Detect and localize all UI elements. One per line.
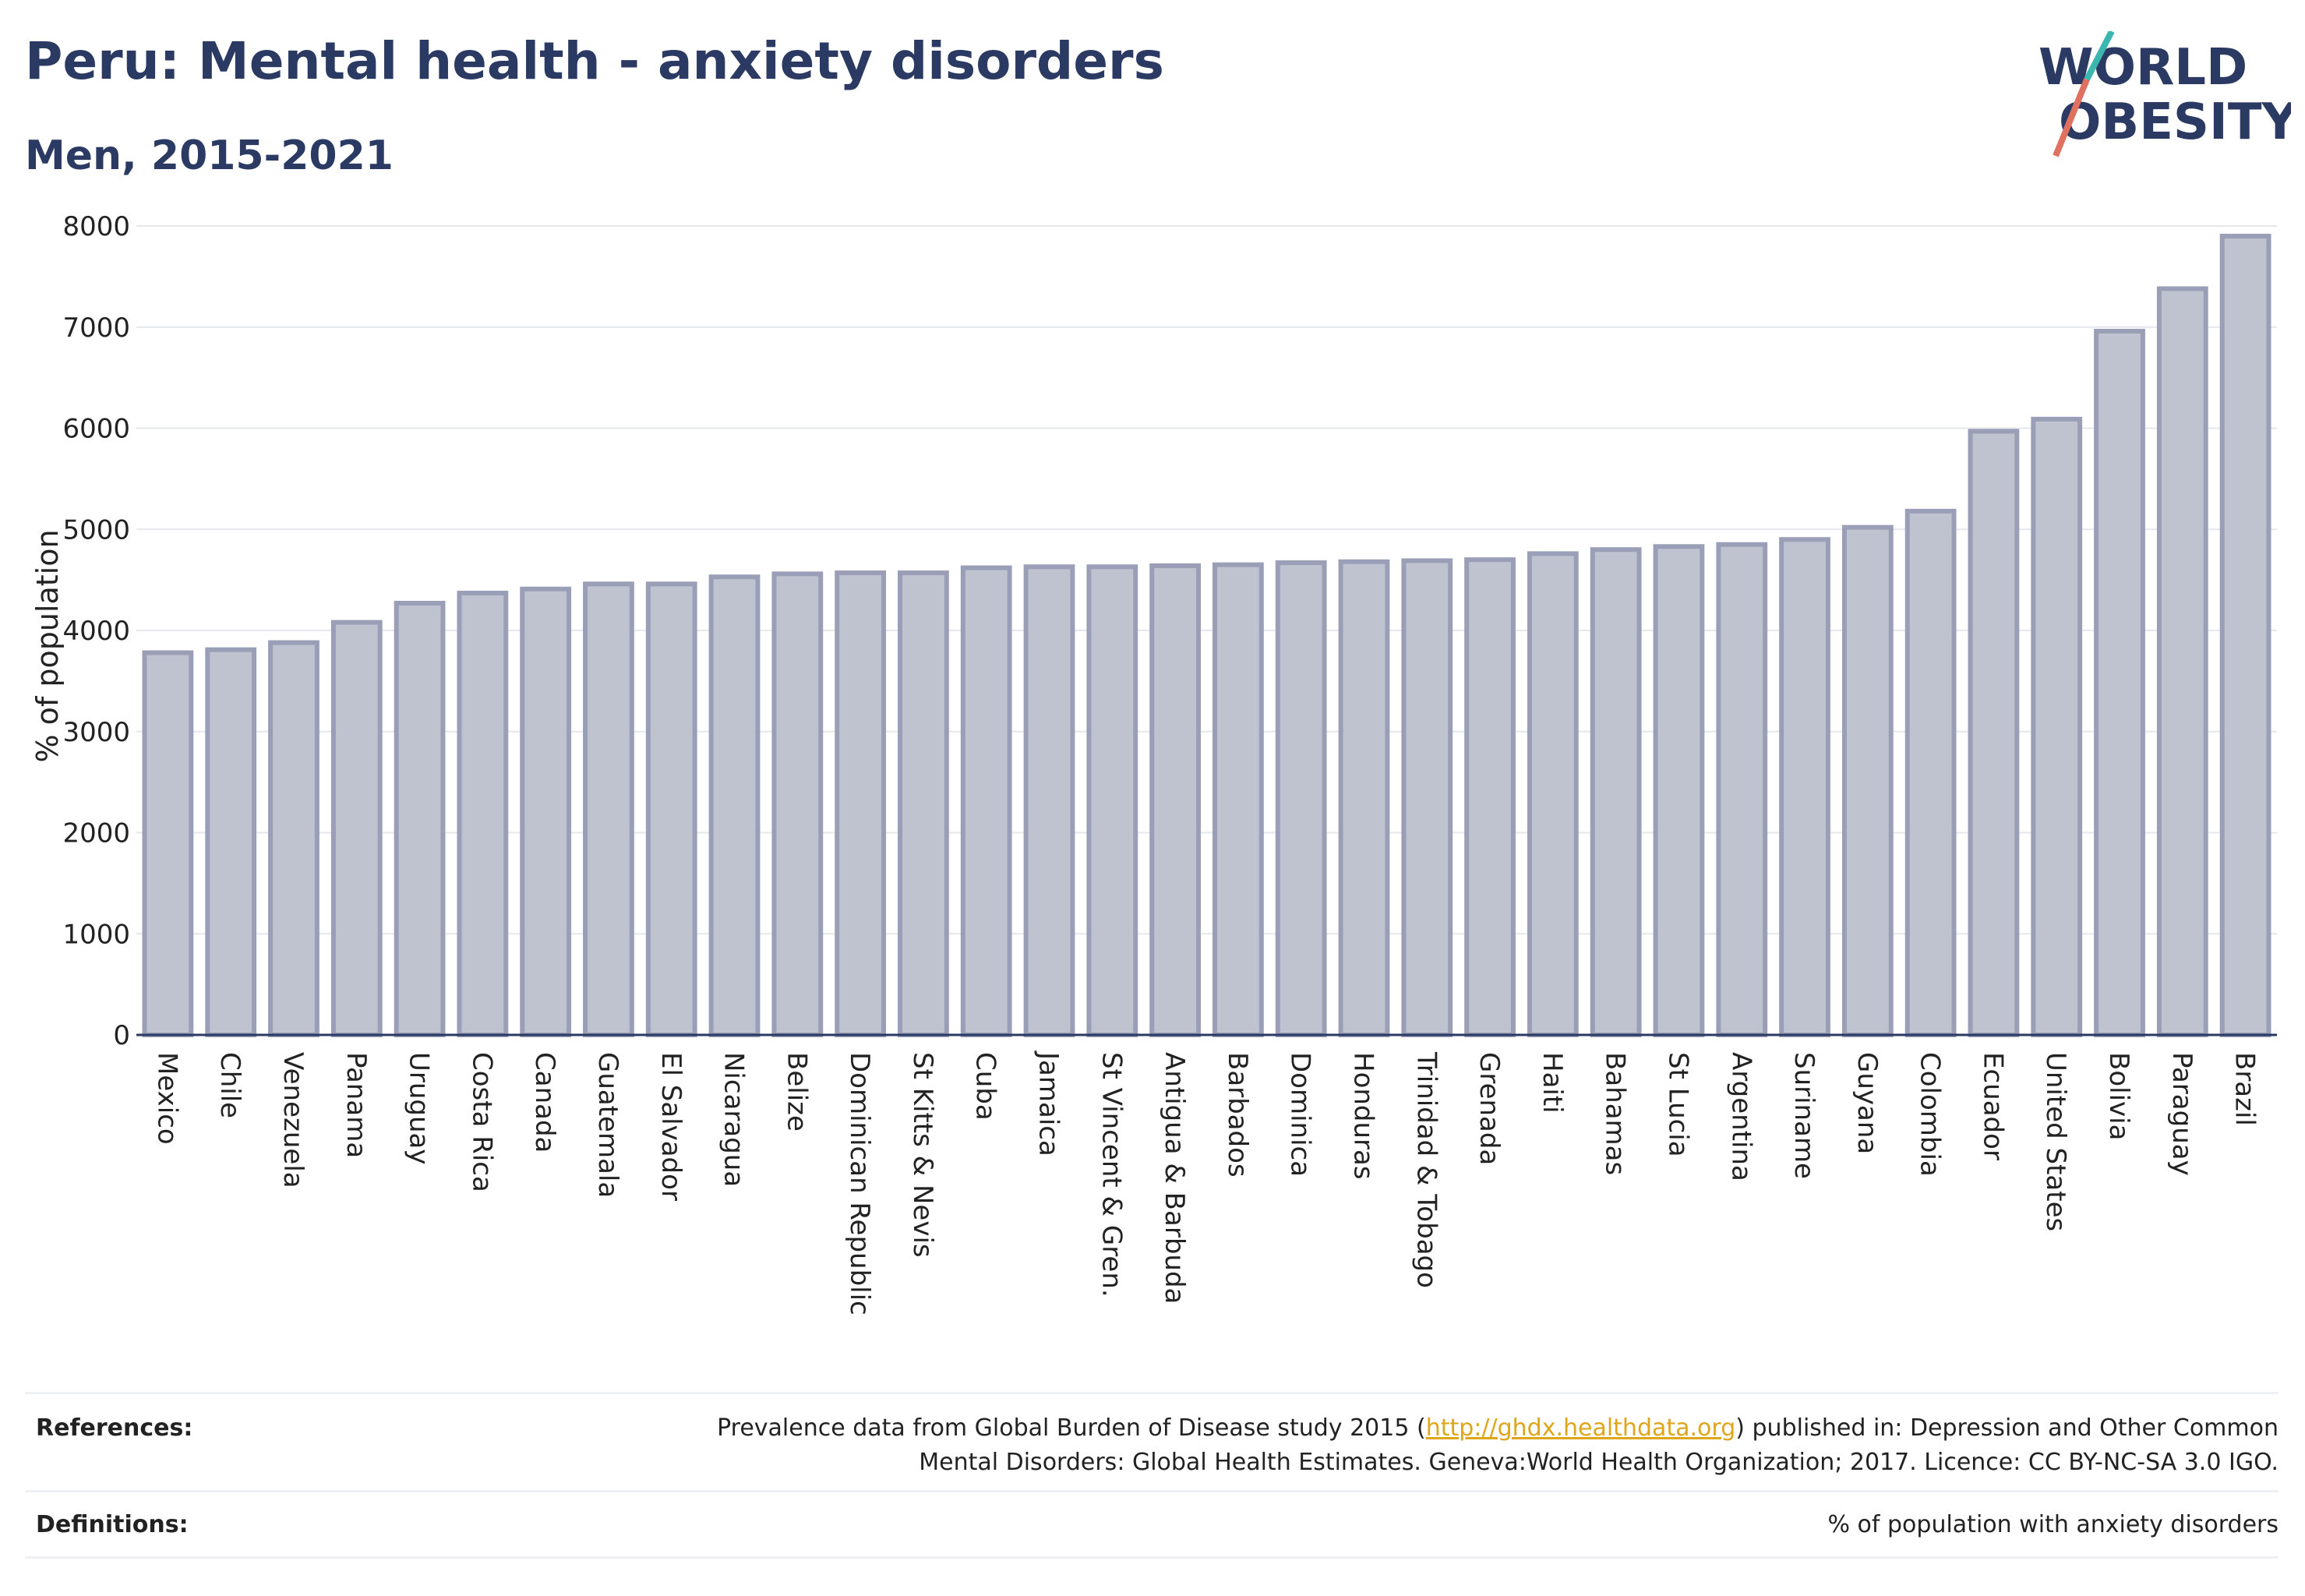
bar: [1841, 524, 1894, 1037]
x-tick-label: Canada: [529, 1052, 560, 1153]
x-tick-label: Dominica: [1285, 1052, 1316, 1177]
y-tick-label: 1000: [62, 919, 130, 950]
bar: [330, 620, 383, 1037]
bar: [1904, 508, 1957, 1037]
bar: [583, 581, 634, 1037]
bar: [394, 600, 446, 1037]
bar: [2219, 233, 2271, 1038]
x-tick-label: Uruguay: [404, 1052, 435, 1165]
x-tick-label: Suriname: [1788, 1052, 1820, 1179]
bar: [1590, 547, 1642, 1037]
bar: [457, 590, 509, 1037]
bar: [1086, 564, 1138, 1037]
bar: [1338, 559, 1390, 1037]
bar: [1149, 563, 1201, 1037]
x-tick-label: Brazil: [2229, 1052, 2261, 1126]
x-tick-label: Guatemala: [592, 1052, 623, 1198]
x-tick-label: Ecuador: [1977, 1052, 2008, 1160]
bar: [1779, 537, 1830, 1037]
logo-slash-coral: [2053, 78, 2090, 157]
bar: [708, 574, 761, 1037]
references-label: References:: [36, 1414, 193, 1442]
x-tick-label: Grenada: [1474, 1052, 1505, 1165]
y-tick-label: 4000: [62, 616, 130, 647]
bar: [898, 570, 949, 1037]
references-link[interactable]: http://ghdx.healthdata.org: [1425, 1414, 1736, 1442]
bar: [960, 565, 1012, 1037]
bar: [142, 650, 194, 1037]
bar-chart: 0 1000 2000 3000 4000 5000 6000 7000 8000 % of po…: [30, 211, 2277, 1315]
bar: [2156, 286, 2208, 1037]
x-tick-label: Argentina: [1725, 1052, 1756, 1181]
x-tick-label: St Kitts & Nevis: [907, 1052, 938, 1258]
y-tick-label: 0: [113, 1020, 130, 1051]
x-tick-label: Paraguay: [2166, 1052, 2197, 1176]
y-axis-title: % of population: [30, 529, 65, 762]
x-tick-label: Jamaica: [1033, 1050, 1064, 1156]
logo-word-2: OBESITY: [2059, 94, 2291, 151]
x-tick-label: Bolivia: [2103, 1052, 2134, 1140]
x-tick-label: United States: [2040, 1052, 2071, 1231]
bar: [1023, 564, 1075, 1037]
definitions-row: Definitions: % of population with anxiet…: [25, 1490, 2279, 1559]
logo-slash-teal: [2084, 31, 2115, 81]
bar: [520, 586, 572, 1037]
bar: [2094, 328, 2145, 1037]
references-text: Prevalence data from Global Burden of Di…: [564, 1411, 2279, 1480]
x-tick-label: Guyana: [1851, 1052, 1883, 1154]
x-tick-label: Belize: [781, 1052, 812, 1132]
references-text-part2: ) published in: Depression and Other Com…: [1735, 1414, 2279, 1442]
bar: [1653, 544, 1705, 1037]
x-tick-label: Nicaragua: [718, 1052, 750, 1187]
definitions-text: % of population with anxiety disorders: [1827, 1511, 2279, 1538]
bar: [1275, 560, 1327, 1037]
definitions-label: Definitions:: [36, 1511, 189, 1538]
y-tick-label: 7000: [62, 312, 130, 344]
bar: [1213, 562, 1264, 1037]
x-tick-label: Mexico: [151, 1052, 182, 1145]
x-tick-label: Bahamas: [1600, 1052, 1631, 1175]
bar: [835, 570, 887, 1037]
y-tick-label: 2000: [62, 818, 130, 849]
x-tick-label: Cuba: [970, 1052, 1001, 1121]
x-tick-label: Dominican Republic: [844, 1052, 875, 1315]
bar: [1968, 429, 2020, 1037]
x-tick-label: Haiti: [1537, 1052, 1568, 1114]
x-tick-label: Chile: [214, 1052, 245, 1118]
x-tick-label: Honduras: [1347, 1052, 1378, 1180]
x-tick-label: Antigua & Barbuda: [1159, 1052, 1190, 1304]
bar: [1401, 558, 1453, 1037]
y-tick-label: 6000: [62, 414, 130, 445]
logo-word-1: WORLD: [2038, 39, 2247, 97]
x-tick-label: Costa Rica: [466, 1052, 497, 1192]
chart-title: Peru: Mental health - anxiety disorders: [25, 31, 1164, 91]
x-tick-label: Trinidad & Tobago: [1410, 1051, 1442, 1288]
bar: [1527, 551, 1579, 1037]
y-tick-label: 3000: [62, 717, 130, 748]
y-tick-label: 5000: [62, 514, 130, 546]
bar: [2031, 416, 2083, 1037]
bar: [205, 647, 257, 1038]
x-tick-label: St Lucia: [1662, 1052, 1693, 1157]
bar: [645, 581, 697, 1037]
bar: [771, 571, 824, 1037]
x-tick-label: Panama: [341, 1052, 372, 1158]
x-tick-label: Barbados: [1222, 1052, 1253, 1178]
references-text-part1: Prevalence data from Global Burden of Di…: [717, 1414, 1426, 1442]
y-tick-label: 8000: [62, 211, 130, 242]
references-text-line2: Mental Disorders: Global Health Estimate…: [919, 1449, 2279, 1476]
bar: [1716, 542, 1768, 1037]
world-obesity-logo: WORLD OBESITY: [2038, 31, 2291, 157]
chart-subtitle: Men, 2015-2021: [25, 132, 394, 179]
x-tick-label: Colombia: [1915, 1052, 1946, 1177]
bar: [268, 640, 319, 1037]
x-tick-label: El Salvador: [655, 1052, 687, 1201]
x-tick-label: Venezuela: [277, 1052, 309, 1188]
references-row: References: Prevalence data from Global …: [25, 1392, 2279, 1491]
x-tick-label: St Vincent & Gren.: [1096, 1052, 1127, 1298]
bar: [1464, 557, 1516, 1037]
